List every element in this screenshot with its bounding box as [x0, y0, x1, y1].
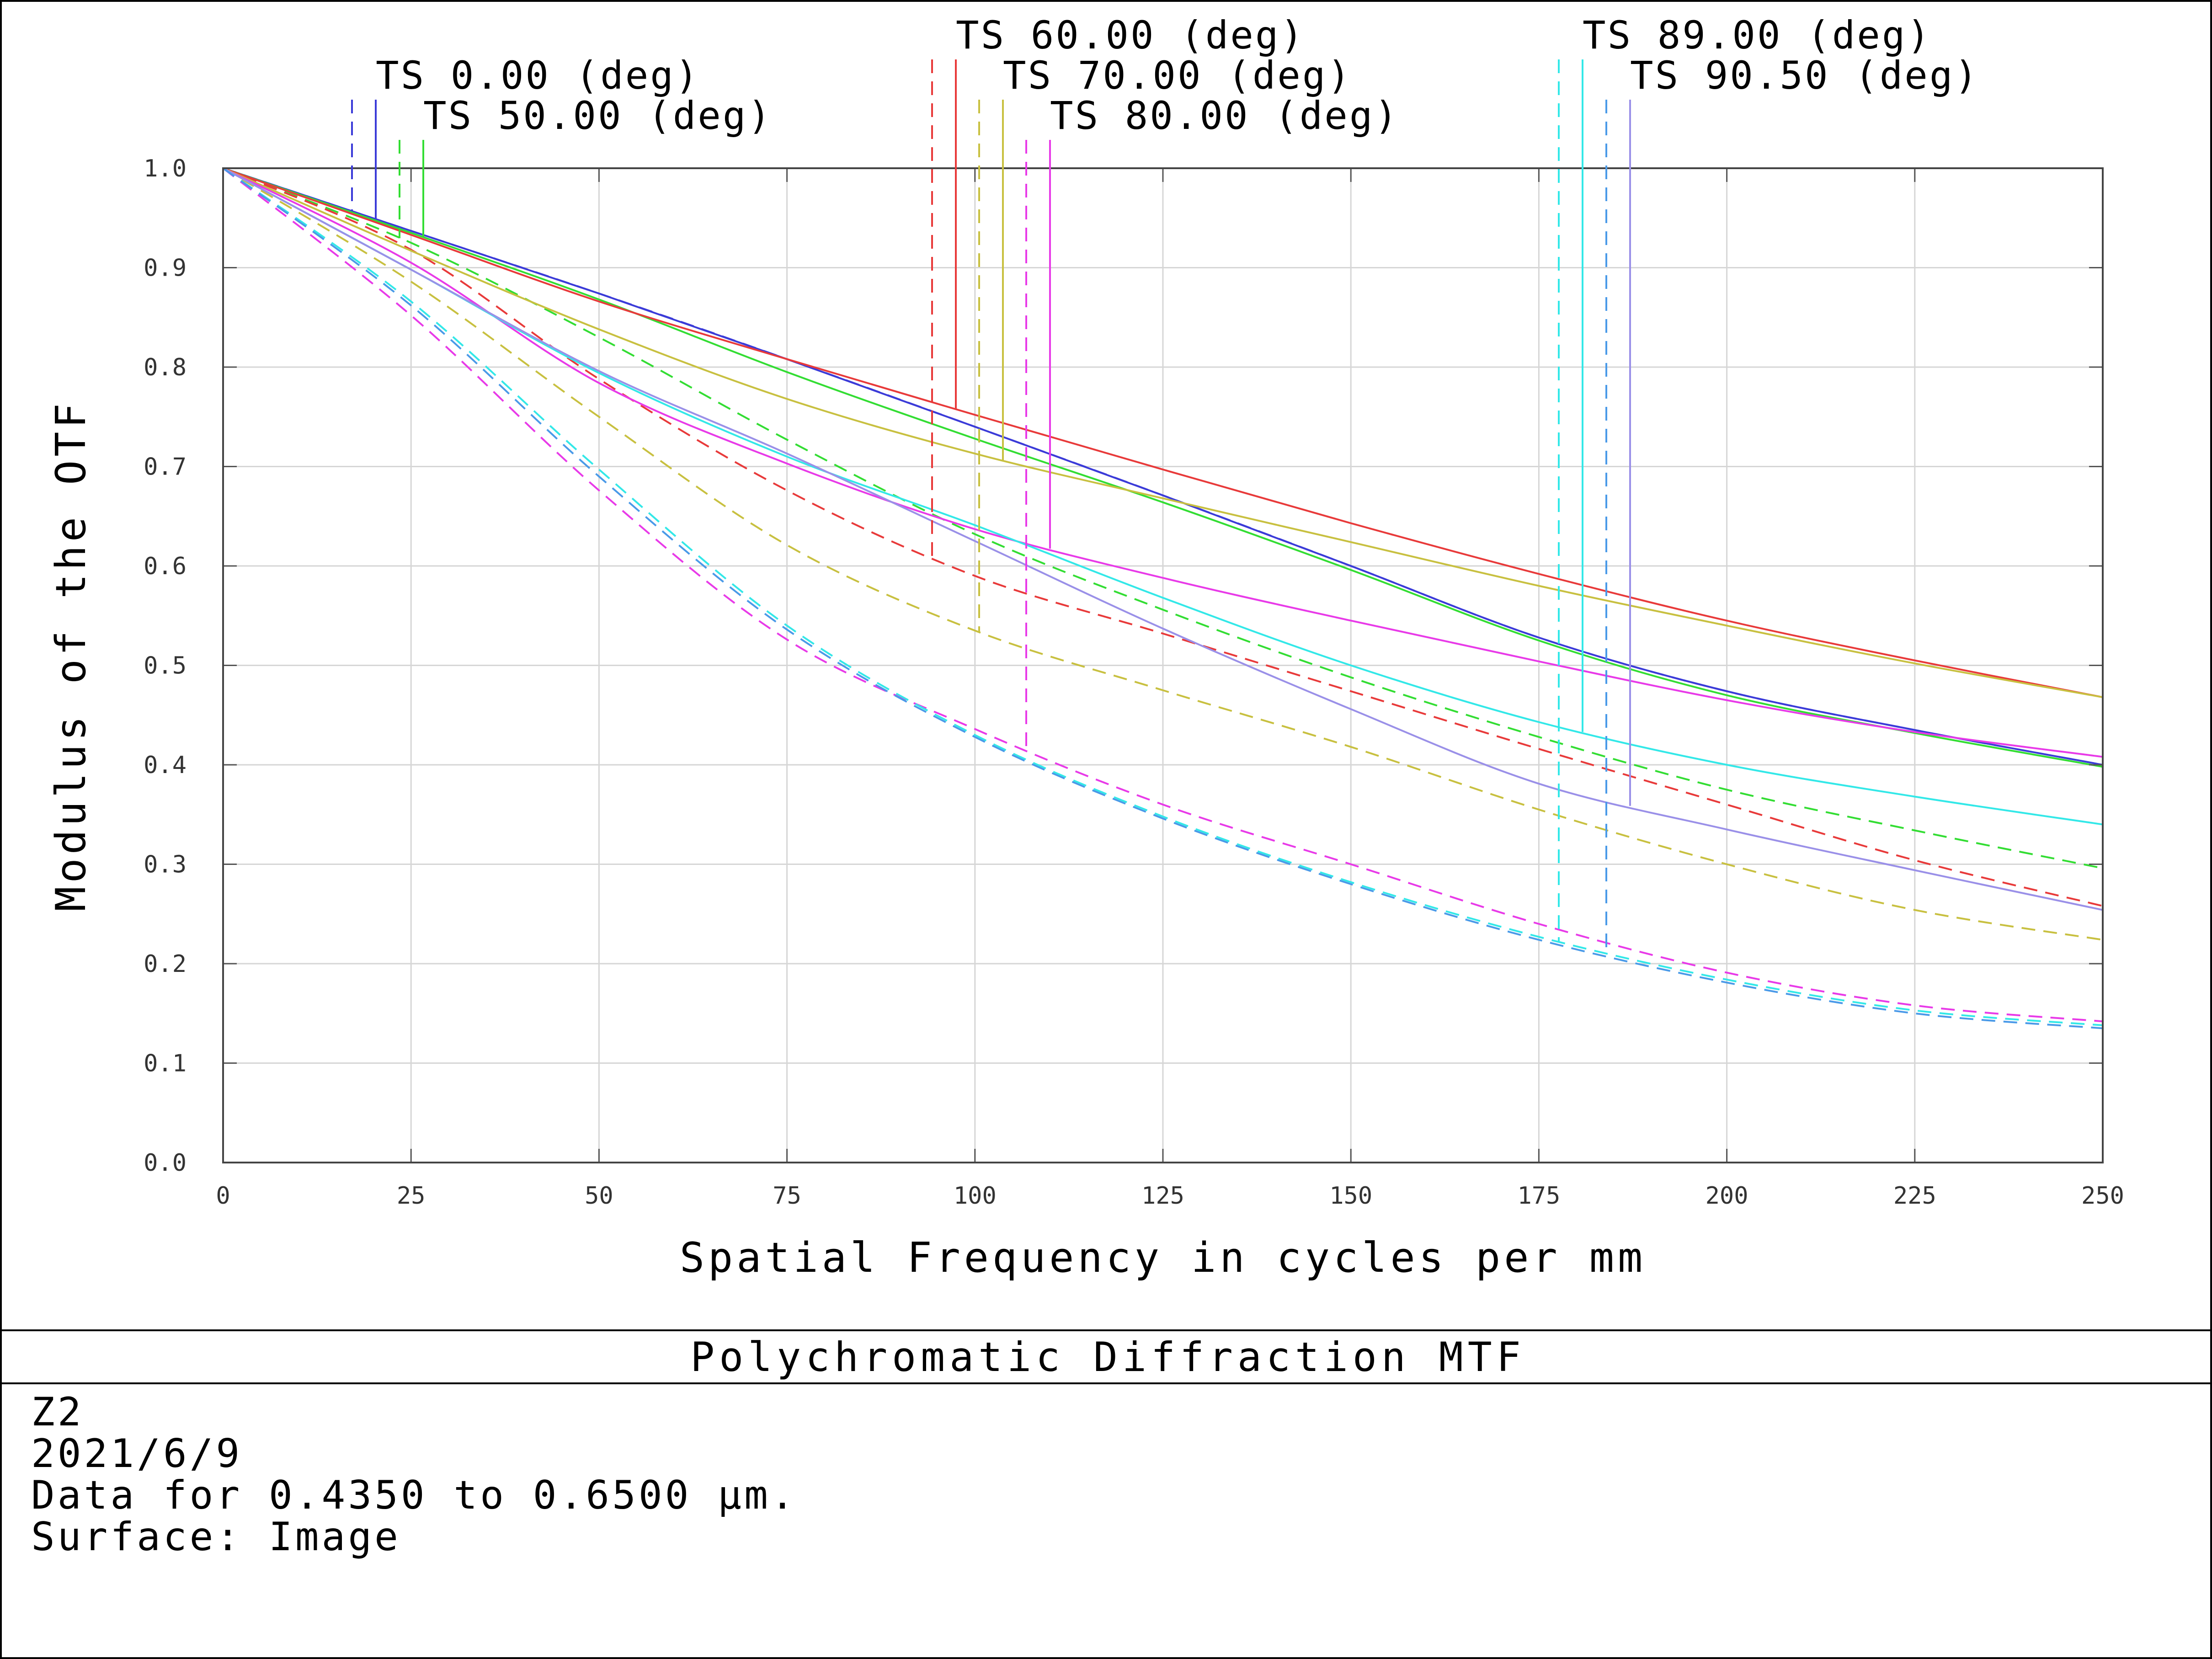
- y-tick-label: 1.0: [144, 155, 187, 182]
- mtf-line-sagittal-90-50: [222, 167, 2103, 1030]
- mtf-line-tangential-80-00: [223, 167, 2103, 758]
- legend-label: TS 60.00 (deg): [956, 13, 1305, 58]
- grid: [222, 167, 2104, 1163]
- date-text: 2021/6/9: [31, 1431, 243, 1477]
- surface-text: Surface: Image: [31, 1514, 401, 1560]
- mtf-line-sagittal-70-00: [222, 167, 2103, 941]
- x-tick-label: 200: [1706, 1182, 1748, 1210]
- x-tick-label: 100: [954, 1182, 997, 1210]
- title-bar: Polychromatic Diffraction MTF: [2, 1329, 2212, 1384]
- x-tick-label: 250: [2081, 1182, 2124, 1210]
- series-lines: [222, 167, 2103, 1030]
- x-tick-label: 150: [1329, 1182, 1372, 1210]
- mtf-line-sagittal-80-00: [222, 167, 2103, 1023]
- x-tick-label: 225: [1893, 1182, 1936, 1210]
- y-tick-label: 0.7: [144, 453, 187, 481]
- y-tick-label: 0.5: [144, 652, 187, 680]
- plot-border: [222, 167, 2104, 1163]
- y-tick-label: 0.0: [144, 1149, 187, 1177]
- mtf-line-sagittal-60-00: [223, 167, 2103, 907]
- mtf-line-tangential-60-00: [223, 167, 2103, 699]
- x-tick-label: 50: [585, 1182, 613, 1210]
- x-tick-label: 75: [773, 1182, 801, 1210]
- x-tick-label: 125: [1141, 1182, 1184, 1210]
- mtf-line-tangential-70-00: [223, 167, 2103, 699]
- y-tick-label: 0.8: [144, 354, 187, 381]
- mtf-line-sagittal-0-00: [223, 167, 2103, 766]
- legend-label: TS 50.00 (deg): [423, 93, 773, 138]
- mtf-line-sagittal-89-00: [222, 167, 2103, 1026]
- legend: TS 0.00 (deg)TS 50.00 (deg) TS 60.00 (deg…: [351, 13, 1979, 955]
- mtf-chart: 0 25 50 75 100 125 150 175 200 225 250 0.0 0.1 0.2 0.3…: [47, 13, 2124, 1282]
- legend-label: TS 90.50 (deg): [1630, 53, 1979, 98]
- legend-label: TS 89.00 (deg): [1583, 13, 1932, 58]
- x-tick-label: 0: [216, 1182, 230, 1210]
- info-block: Z2 2021/6/9 Data for 0.4350 to 0.6500 µm…: [31, 1392, 797, 1558]
- chart-title: Polychromatic Diffraction MTF: [690, 1333, 1525, 1381]
- lens-name: Z2: [31, 1389, 84, 1435]
- y-tick-label: 0.4: [144, 752, 187, 779]
- mtf-line-tangential-89-00: [223, 167, 2103, 826]
- legend-label: TS 80.00 (deg): [1050, 93, 1399, 138]
- y-tick-label: 0.9: [144, 255, 187, 282]
- x-axis-title: Spatial Frequency in cycles per mm: [680, 1234, 1646, 1282]
- y-tick-label: 0.6: [144, 553, 187, 580]
- y-tick-label: 0.3: [144, 851, 187, 879]
- mtf-line-tangential-90-50: [223, 167, 2103, 911]
- wavelength-range-text: Data for 0.4350 to 0.6500 µm.: [31, 1472, 797, 1518]
- legend-label: TS 0.00 (deg): [376, 53, 700, 98]
- x-tick-label: 175: [1517, 1182, 1560, 1210]
- axes: 0 25 50 75 100 125 150 175 200 225 250 0.0 0.1 0.2 0.3…: [144, 155, 2124, 1210]
- legend-label: TS 70.00 (deg): [1003, 53, 1352, 98]
- x-tick-label: 25: [397, 1182, 426, 1210]
- mtf-line-tangential-50-00: [223, 167, 2103, 768]
- y-tick-label: 0.1: [144, 1050, 187, 1078]
- chart-area: 0 25 50 75 100 125 150 175 200 225 250 0.0 0.1 0.2 0.3…: [2, 2, 2212, 1329]
- y-tick-label: 0.2: [144, 950, 187, 978]
- y-axis-title: Modulus of the OTF: [47, 400, 95, 911]
